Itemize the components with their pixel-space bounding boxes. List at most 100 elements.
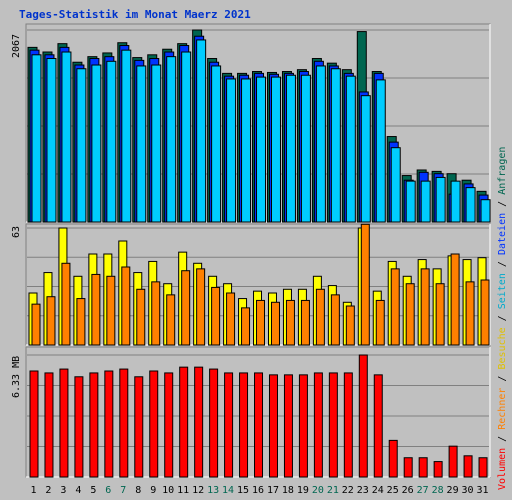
- bar-volumen-17: [268, 374, 278, 478]
- bar-rechner-31: [480, 279, 490, 346]
- x-tick-label-19: 19: [297, 485, 309, 496]
- bar-volumen-4: [74, 376, 84, 478]
- bar-rechner-15: [241, 307, 251, 346]
- bar-volumen-21: [328, 372, 338, 478]
- x-tick-label-2: 2: [45, 485, 51, 496]
- bar-volumen-24: [373, 374, 383, 478]
- x-tick-label-25: 25: [387, 485, 399, 496]
- bar-volumen-29: [448, 445, 458, 478]
- x-tick-label-18: 18: [282, 485, 294, 496]
- x-tick-label-3: 3: [60, 485, 66, 496]
- bar-volumen-3: [59, 368, 69, 478]
- x-tick-label-13: 13: [207, 485, 219, 496]
- bar-seiten-3: [61, 51, 72, 223]
- bar-seiten-1: [31, 54, 42, 223]
- bar-seiten-26: [405, 180, 416, 223]
- bar-seiten-30: [465, 187, 476, 223]
- bar-volumen-13: [209, 368, 219, 478]
- bar-seiten-17: [270, 76, 281, 223]
- bar-rechner-3: [61, 262, 71, 346]
- bar-seiten-6: [106, 60, 117, 223]
- bar-rechner-6: [106, 275, 116, 346]
- bar-seiten-18: [285, 74, 296, 223]
- bar-volumen-15: [239, 372, 249, 478]
- x-tick-label-5: 5: [90, 485, 96, 496]
- x-tick-label-27: 27: [417, 485, 429, 496]
- bar-rechner-19: [300, 299, 310, 346]
- bar-rechner-30: [465, 281, 475, 346]
- x-tick-label-21: 21: [327, 485, 339, 496]
- bar-rechner-29: [450, 253, 460, 346]
- bar-volumen-26: [403, 457, 413, 478]
- bar-volumen-2: [44, 372, 54, 478]
- bar-rechner-8: [136, 288, 146, 346]
- bar-seiten-8: [136, 65, 147, 223]
- x-tick-label-15: 15: [237, 485, 249, 496]
- bar-volumen-31: [478, 457, 488, 478]
- bar-seiten-31: [480, 199, 491, 223]
- bar-seiten-20: [315, 65, 326, 223]
- bar-volumen-10: [164, 372, 174, 478]
- bar-volumen-16: [254, 372, 264, 478]
- bar-seiten-7: [121, 49, 132, 223]
- bar-seiten-24: [375, 79, 386, 223]
- bar-rechner-2: [46, 296, 56, 346]
- bar-seiten-23: [360, 95, 371, 223]
- bar-seiten-22: [345, 75, 356, 223]
- x-tick-label-6: 6: [105, 485, 111, 496]
- x-tick-label-1: 1: [30, 485, 36, 496]
- bar-seiten-25: [390, 147, 401, 223]
- bar-rechner-14: [226, 292, 236, 346]
- bar-rechner-17: [270, 301, 280, 346]
- bar-rechner-18: [285, 299, 295, 346]
- bar-rechner-5: [91, 273, 101, 346]
- chart-title: Tages-Statistik im Monat Maerz 2021: [19, 8, 251, 21]
- x-tick-label-31: 31: [476, 485, 488, 496]
- bar-volumen-7: [119, 368, 129, 478]
- bar-volumen-28: [433, 461, 443, 478]
- bar-rechner-12: [196, 268, 206, 346]
- x-tick-label-30: 30: [462, 485, 474, 496]
- x-tick-label-8: 8: [135, 485, 141, 496]
- bar-seiten-14: [226, 78, 237, 223]
- bar-rechner-25: [390, 268, 400, 346]
- bar-rechner-21: [330, 294, 340, 346]
- bar-rechner-1: [31, 303, 41, 346]
- bar-rechner-9: [151, 281, 161, 346]
- x-tick-label-4: 4: [75, 485, 81, 496]
- x-tick-label-12: 12: [192, 485, 204, 496]
- bar-volumen-30: [463, 455, 473, 478]
- x-tick-label-10: 10: [162, 485, 174, 496]
- bar-seiten-15: [241, 78, 252, 223]
- bar-volumen-20: [313, 372, 323, 478]
- bar-volumen-8: [134, 376, 144, 478]
- x-tick-label-17: 17: [267, 485, 279, 496]
- bar-volumen-5: [89, 372, 99, 478]
- bar-seiten-16: [256, 76, 267, 223]
- bar-seiten-2: [46, 58, 57, 223]
- x-tick-label-16: 16: [252, 485, 264, 496]
- bar-rechner-7: [121, 266, 131, 346]
- bar-rechner-10: [166, 294, 176, 346]
- bar-rechner-16: [256, 299, 266, 346]
- bar-volumen-22: [343, 372, 353, 478]
- x-tick-label-14: 14: [222, 485, 234, 496]
- bar-seiten-28: [435, 176, 446, 223]
- bar-volumen-19: [298, 374, 308, 478]
- bar-seiten-13: [211, 65, 222, 223]
- bar-seiten-21: [330, 68, 341, 223]
- bar-seiten-11: [181, 51, 192, 223]
- bar-volumen-6: [104, 370, 114, 478]
- bar-rechner-28: [435, 283, 445, 346]
- bar-seiten-27: [420, 180, 431, 223]
- bar-seiten-4: [76, 68, 87, 223]
- bar-volumen-11: [179, 366, 189, 478]
- bar-seiten-9: [151, 64, 162, 223]
- bar-volumen-25: [388, 439, 398, 478]
- x-tick-label-23: 23: [357, 485, 369, 496]
- bar-volumen-23: [358, 354, 368, 478]
- bar-seiten-19: [300, 74, 311, 223]
- bar-rechner-24: [375, 299, 385, 346]
